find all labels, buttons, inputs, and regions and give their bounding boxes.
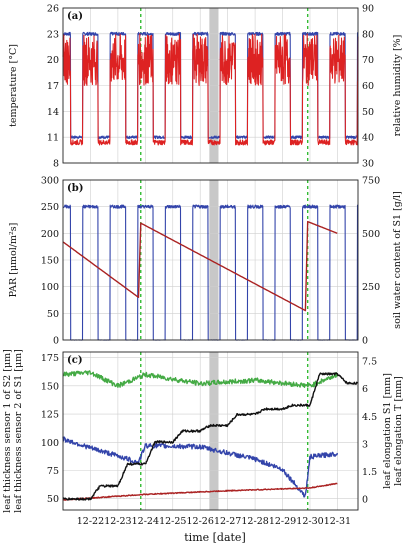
x-tick-label: 12-23 xyxy=(104,516,131,527)
x-tick-label: 12-22 xyxy=(77,516,104,527)
y-tick-label-left: 150 xyxy=(41,256,59,267)
y-tick-label-right: 4.5 xyxy=(362,412,377,423)
y-tick-label-right: 6 xyxy=(362,384,368,395)
y-axis-title-left: temperature [°C] xyxy=(8,44,19,127)
background-layer xyxy=(63,7,358,510)
x-tick-label: 12-30 xyxy=(296,516,323,527)
y-axis-title-right: soil water content of S1 [g/l] xyxy=(392,191,403,329)
panel-label: (a) xyxy=(67,11,83,22)
series-line-relative-humidity xyxy=(62,33,359,146)
series-line-leaf-thickness-sensor-1-of-s2 xyxy=(62,370,338,388)
y-axis-title-right: leaf elongation S1 [mm] xyxy=(382,373,393,489)
y-tick-label-left: 250 xyxy=(41,202,59,213)
panel-label: (c) xyxy=(67,355,83,366)
y-tick-label-right: 30 xyxy=(362,159,374,170)
y-tick-label-right: 50 xyxy=(362,107,374,118)
y-tick-label-left: 20 xyxy=(47,55,59,66)
y-tick-label-right: 250 xyxy=(362,282,380,293)
y-tick-label-right: 7.5 xyxy=(362,357,377,368)
y-tick-label-left: 300 xyxy=(41,176,59,187)
y-tick-label-left: 17 xyxy=(47,81,59,92)
y-tick-label-right: 0 xyxy=(362,336,368,347)
y-tick-label-left: 0 xyxy=(53,336,59,347)
y-tick-label-left: 11 xyxy=(47,133,59,144)
x-tick-label: 12-29 xyxy=(269,516,296,527)
y-axis-title-left: PAR [μmol/m²s] xyxy=(8,223,19,298)
series-line-temperature xyxy=(62,31,359,140)
shaded-period xyxy=(209,352,219,510)
y-tick-label-right: 80 xyxy=(362,29,374,40)
x-tick-label: 12-27 xyxy=(214,516,241,527)
panel-frame xyxy=(62,179,359,341)
series-line-leaf-elongation-s1 xyxy=(62,482,338,501)
y-tick-label-left: 125 xyxy=(41,410,59,421)
series-line-leaf-thickness-sensor-2-of-s1 xyxy=(62,436,339,498)
y-tick-label-right: 40 xyxy=(362,133,374,144)
y-tick-label-right: 90 xyxy=(362,4,374,15)
x-tick-label: 12-24 xyxy=(132,516,159,527)
y-tick-label-left: 14 xyxy=(47,107,59,118)
y-tick-label-right: 1.5 xyxy=(362,467,377,478)
x-tick-label: 12-26 xyxy=(187,516,214,527)
y-tick-label-right: 750 xyxy=(362,176,380,187)
y-tick-label-right: 60 xyxy=(362,81,374,92)
y-tick-label-right: 70 xyxy=(362,55,374,66)
series-line-leaf-elongation-t xyxy=(62,372,359,501)
y-axis-title-right: leaf elongation T [mm] xyxy=(393,376,404,486)
y-tick-label-left: 200 xyxy=(41,229,59,240)
panel-frame xyxy=(62,7,359,164)
y-tick-label-left: 50 xyxy=(47,494,59,505)
x-tick-label: 12-31 xyxy=(324,516,351,527)
panel-label: (b) xyxy=(67,183,83,194)
y-tick-label-right: 3 xyxy=(362,439,368,450)
y-tick-label-left: 150 xyxy=(41,381,59,392)
y-axis-title-left: leaf thickness sensor 2 of S1 [μm] xyxy=(13,349,24,513)
y-tick-label-left: 23 xyxy=(47,29,59,40)
y-tick-label-left: 50 xyxy=(47,309,59,320)
y-axis-title-right: relative humidity [%] xyxy=(392,35,403,137)
y-axis-title-left: leaf thickness sensor 1 of S2 [μm] xyxy=(2,349,13,513)
y-tick-label-left: 100 xyxy=(41,282,59,293)
axis-layer: 811141720232630405060708090(a)temperatur… xyxy=(2,4,404,528)
y-tick-label-right: 0 xyxy=(362,494,368,505)
y-tick-label-left: 26 xyxy=(47,4,59,15)
series-line-soil-water-content-of-s1 xyxy=(62,220,338,312)
y-tick-label-left: 75 xyxy=(47,466,59,477)
y-tick-label-left: 8 xyxy=(53,159,59,170)
x-axis-title: time [date] xyxy=(184,531,246,544)
x-tick-label: 12-25 xyxy=(159,516,186,527)
panel-frame xyxy=(62,351,359,511)
x-tick-label: 12-28 xyxy=(241,516,268,527)
y-tick-label-left: 175 xyxy=(41,353,59,364)
y-tick-label-right: 500 xyxy=(362,229,380,240)
y-tick-label-left: 100 xyxy=(41,438,59,449)
